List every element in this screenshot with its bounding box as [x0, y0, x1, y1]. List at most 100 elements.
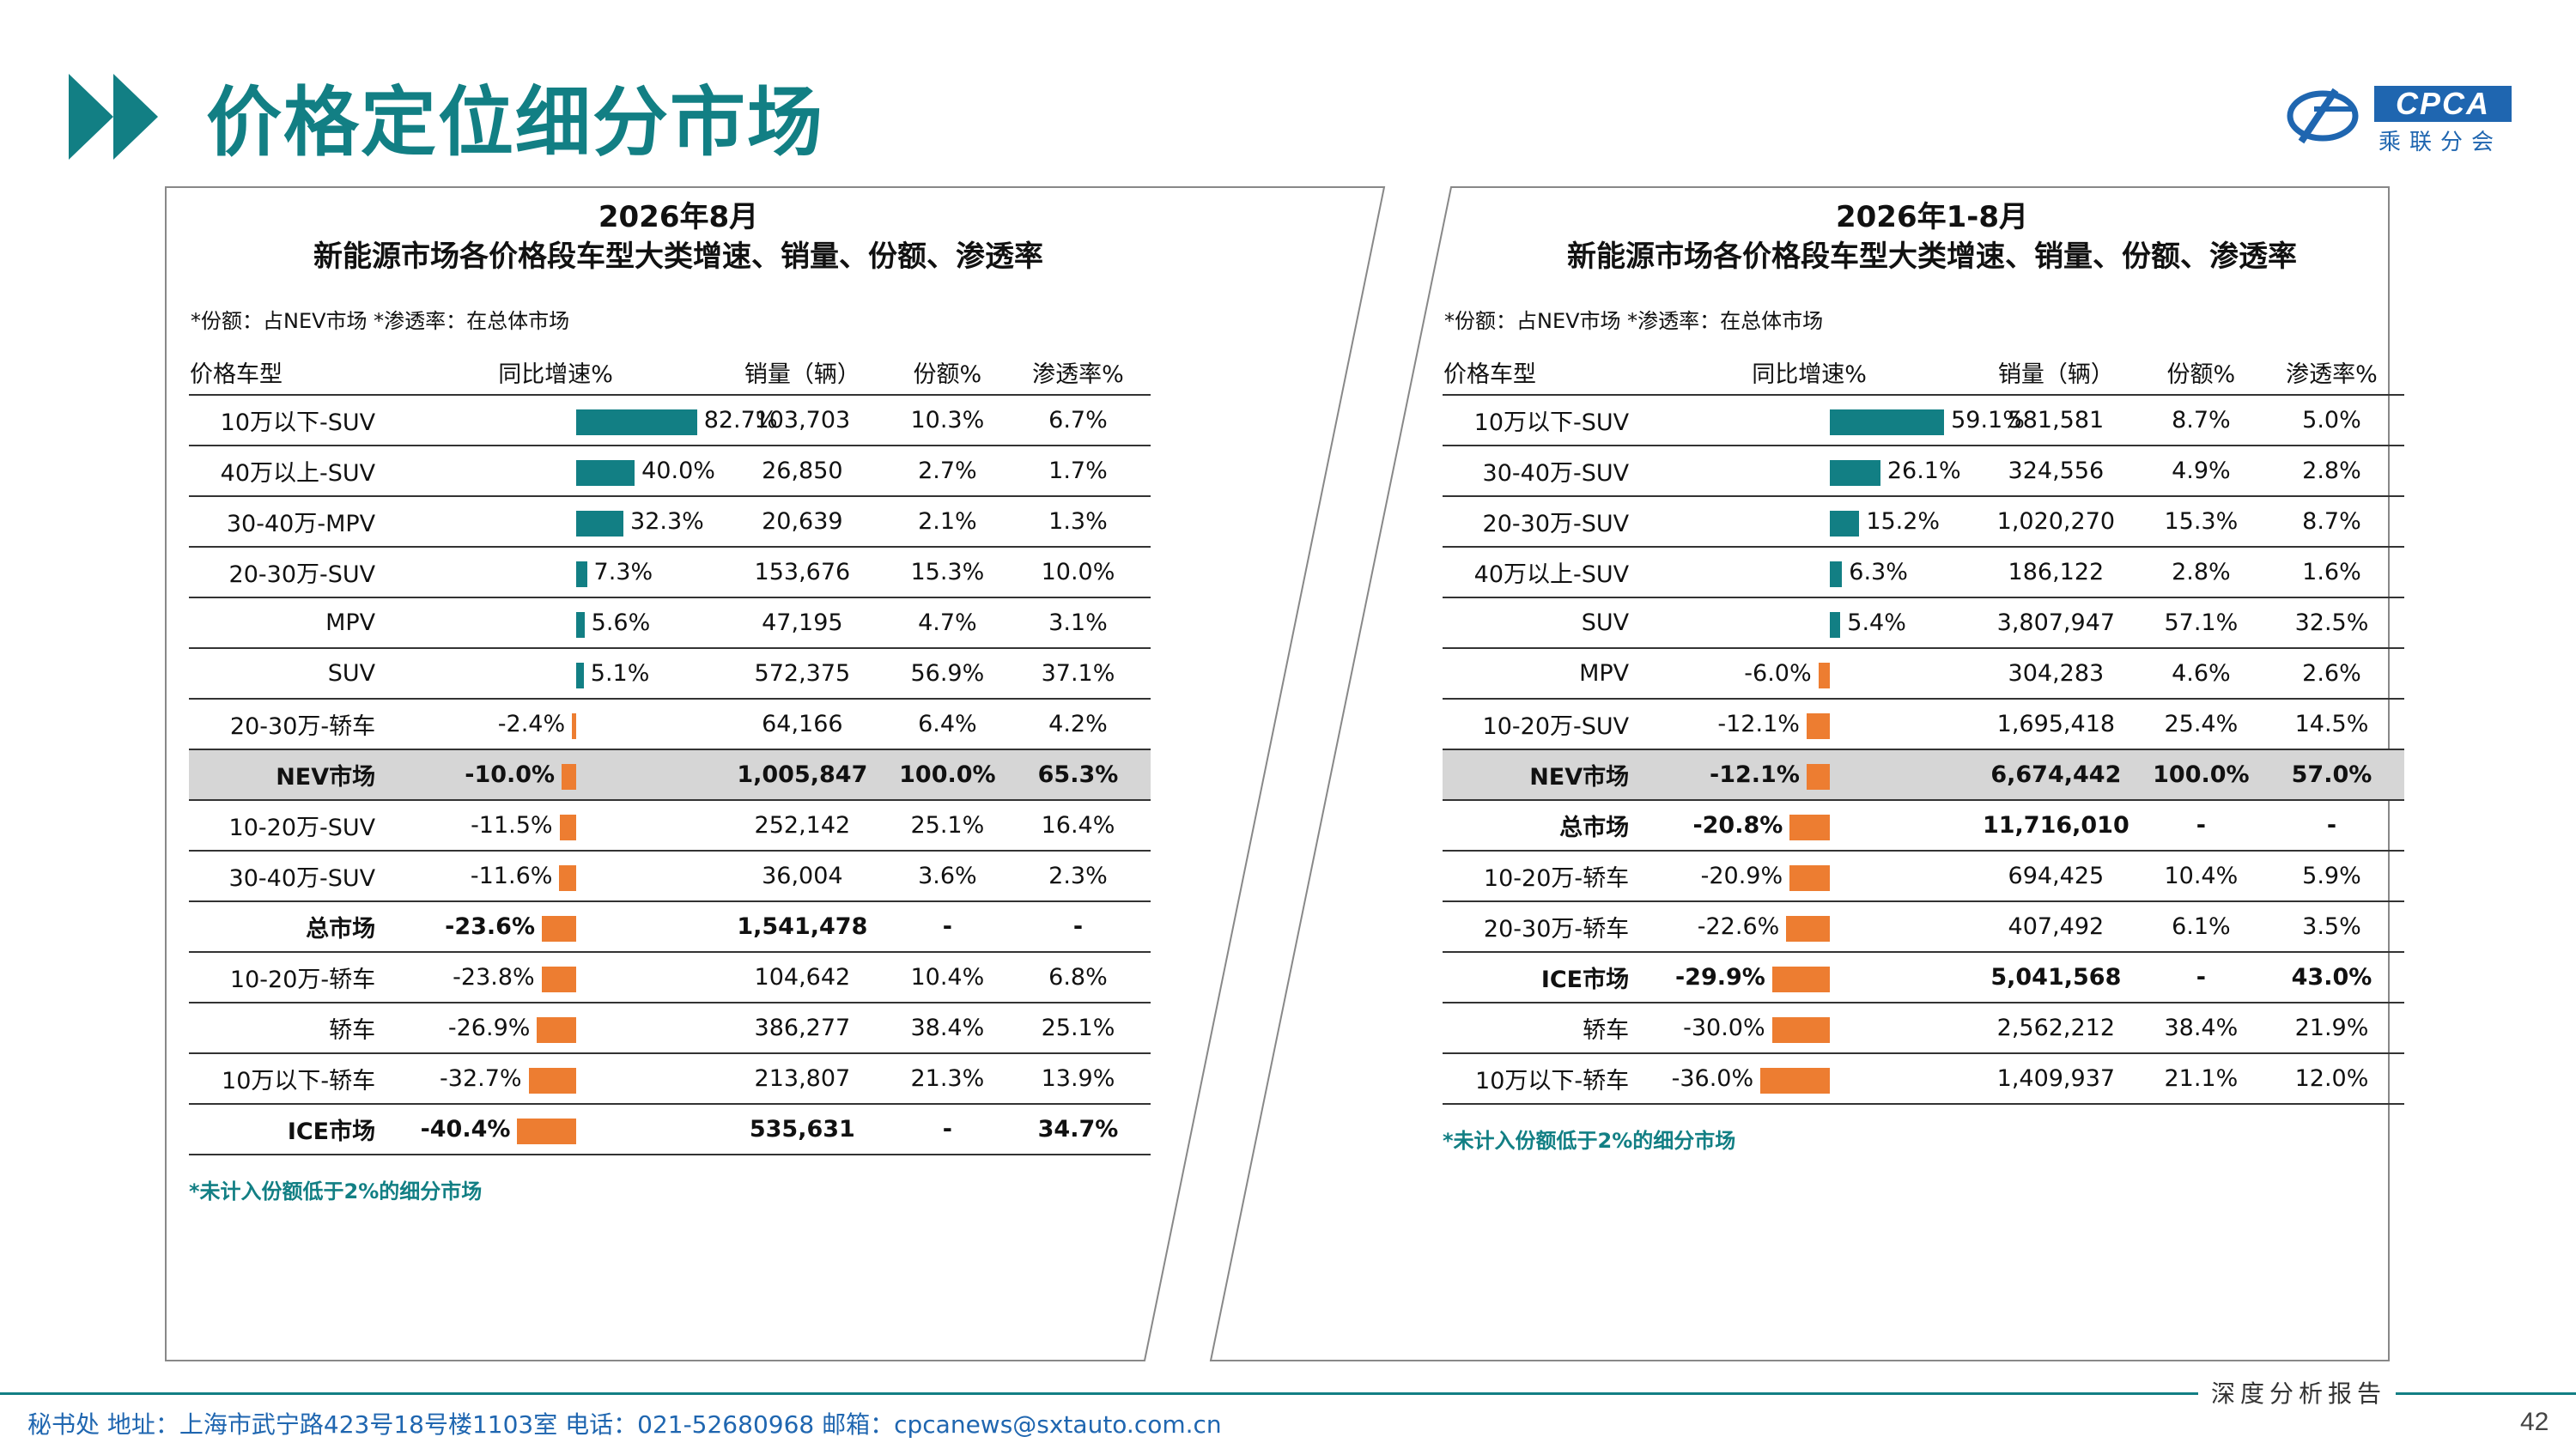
header-name: 价格车型 [1443, 349, 1650, 396]
row-name: 10-20万-轿车 [1443, 851, 1650, 902]
growth-bar-positive [1830, 409, 1945, 435]
double-chevron-icon [69, 73, 180, 160]
row-sales: 581,581 [1968, 395, 2143, 446]
left-table-body: 10万以下-SUV 82.7% 103,703 10.3% 6.7% 40万以上-SUV 4… [189, 395, 1151, 1155]
row-name: 10-20万-轿车 [189, 952, 397, 1003]
growth-cell: 40.0% [396, 446, 715, 497]
row-sales: 3,807,947 [1968, 597, 2143, 649]
growth-cell: -26.9% [396, 1003, 715, 1054]
growth-label: 5.1% [590, 660, 650, 687]
row-pen: 65.3% [1005, 749, 1151, 801]
footer-divider-right [2396, 1392, 2576, 1395]
left-note: *份额：占NEV市场 *渗透率：在总体市场 [191, 309, 570, 333]
header-sales: 销量（辆） [714, 349, 890, 396]
row-name: SUV [189, 648, 397, 700]
table-row: 30-40万-MPV 32.3% 20,639 2.1% 1.3% [189, 496, 1151, 548]
table-row: MPV 5.6% 47,195 4.7% 3.1% [189, 597, 1151, 649]
growth-bar-negative [537, 1017, 577, 1043]
left-title-main: 新能源市场各价格段车型大类增速、销量、份额、渗透率 [313, 239, 1043, 274]
row-share: 6.4% [889, 699, 1005, 750]
growth-bar-negative [1771, 1017, 1831, 1043]
growth-bar-negative [542, 916, 577, 942]
row-share: 56.9% [889, 648, 1005, 700]
left-header-row: 价格车型 同比增速% 销量（辆） 份额% 渗透率% [189, 349, 1151, 396]
growth-bar-negative [541, 967, 577, 992]
table-row: 30-40万-SUV 26.1% 324,556 4.9% 2.8% [1443, 446, 2404, 497]
logo-brand: CPCA [2374, 86, 2512, 122]
growth-bar-negative [1818, 663, 1831, 688]
table-row: ICE市场 -40.4% 535,631-34.7% [189, 1104, 1151, 1155]
growth-cell: 5.6% [396, 597, 715, 649]
row-pen: 6.7% [1005, 395, 1151, 446]
growth-cell: -30.0% [1649, 1003, 1969, 1054]
table-row: MPV -6.0% 304,283 4.6% 2.6% [1443, 648, 2404, 700]
growth-cell: -11.5% [396, 800, 715, 852]
row-pen: 5.9% [2258, 851, 2404, 902]
report-label: 深度分析报告 [2211, 1379, 2387, 1408]
row-name: ICE市场 [189, 1104, 397, 1155]
row-pen: 3.5% [2258, 901, 2404, 953]
growth-label: 59.1% [1951, 407, 2025, 433]
growth-label: 32.3% [630, 508, 704, 535]
header-name: 价格车型 [189, 349, 397, 396]
row-share: 4.9% [2142, 446, 2259, 497]
row-sales: 535,631 [714, 1104, 890, 1155]
row-share: - [889, 1104, 1005, 1155]
growth-cell: -36.0% [1649, 1053, 1969, 1105]
growth-bar-positive [576, 409, 697, 435]
growth-cell: -23.8% [396, 952, 715, 1003]
row-pen: 37.1% [1005, 648, 1151, 700]
growth-label: -26.9% [447, 1015, 531, 1041]
table-row: 30-40万-SUV -11.6% 36,004 3.6% 2.3% [189, 851, 1151, 902]
table-row: 10-20万-轿车 -23.8% 104,642 10.4% 6.8% [189, 952, 1151, 1003]
table-row: 20-30万-轿车 -22.6% 407,492 6.1% 3.5% [1443, 901, 2404, 953]
row-pen: 34.7% [1005, 1104, 1151, 1155]
row-pen: 3.1% [1005, 597, 1151, 649]
footer-address: 秘书处 地址：上海市武宁路423号18号楼1103室 电话：021-526809… [27, 1410, 1222, 1439]
row-sales: 304,283 [1968, 648, 2143, 700]
row-sales: 694,425 [1968, 851, 2143, 902]
row-share: 4.6% [2142, 648, 2259, 700]
row-pen: 32.5% [2258, 597, 2404, 649]
growth-cell: -23.6% [396, 901, 715, 953]
row-sales: 386,277 [714, 1003, 890, 1054]
growth-label: 40.0% [641, 458, 715, 484]
table-row: 40万以上-SUV 40.0% 26,850 2.7% 1.7% [189, 446, 1151, 497]
right-footnote: *未计入份额低于2%的细分市场 [1443, 1129, 1736, 1153]
growth-bar-negative [1771, 967, 1831, 992]
growth-cell: 82.7% [396, 395, 777, 446]
growth-cell: -22.6% [1649, 901, 1969, 953]
row-name: 40万以上-SUV [1443, 547, 1650, 598]
growth-bar-positive [1830, 460, 1880, 486]
row-name: ICE市场 [1443, 952, 1650, 1003]
growth-label: 5.6% [591, 609, 651, 636]
row-share: 57.1% [2142, 597, 2259, 649]
row-sales: 64,166 [714, 699, 890, 750]
growth-label: 26.1% [1886, 458, 1961, 484]
left-title-period: 2026年8月 [598, 200, 759, 234]
growth-cell: 32.3% [396, 496, 715, 548]
row-sales: 26,850 [714, 446, 890, 497]
row-share: 100.0% [2142, 749, 2259, 801]
row-sales: 6,674,442 [1968, 749, 2143, 801]
row-pen: 2.8% [2258, 446, 2404, 497]
right-title-main: 新能源市场各价格段车型大类增速、销量、份额、渗透率 [1567, 239, 2297, 274]
row-share: 38.4% [2142, 1003, 2259, 1054]
growth-label: -40.4% [420, 1116, 511, 1143]
row-share: 21.3% [889, 1053, 1005, 1105]
growth-bar-positive [1830, 612, 1841, 638]
row-share: 25.1% [889, 800, 1005, 852]
footer-divider [0, 1392, 2198, 1395]
row-sales: 1,541,478 [714, 901, 890, 953]
table-row: NEV市场 -10.0% 1,005,847 100.0% 65.3% [189, 749, 1151, 801]
row-name: 30-40万-MPV [189, 496, 397, 548]
table-row: 20-30万-SUV 15.2% 1,020,270 15.3% 8.7% [1443, 496, 2404, 548]
cpca-logo: CPCA 乘联分会 [2284, 77, 2524, 155]
growth-label: -2.4% [497, 711, 566, 737]
right-header-row: 价格车型 同比增速% 销量（辆） 份额% 渗透率% [1443, 349, 2404, 396]
growth-cell: -20.9% [1649, 851, 1969, 902]
row-name: 20-30万-SUV [189, 547, 397, 598]
row-name: 总市场 [1443, 800, 1650, 852]
growth-label: -12.1% [1710, 761, 1800, 788]
header-pen: 渗透率% [2258, 349, 2404, 396]
